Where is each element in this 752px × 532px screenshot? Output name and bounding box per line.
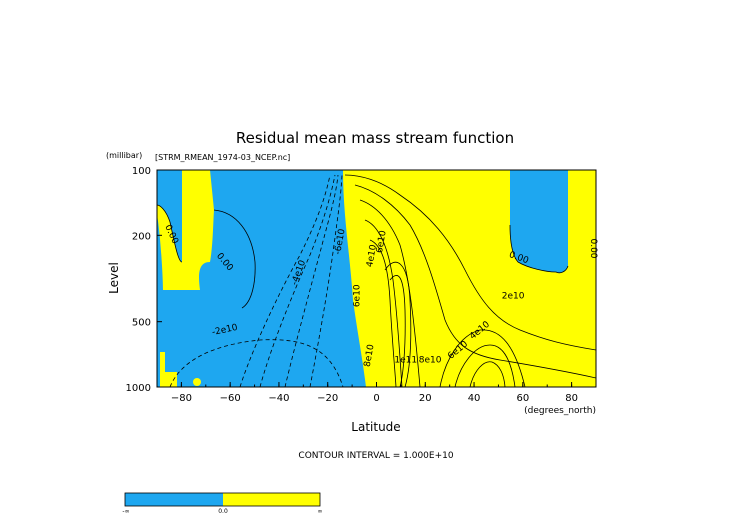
y-tick-label: 1000 [126,383,151,394]
x-tick-label: −20 [317,393,338,404]
contour-label: 8e10 [363,343,377,367]
contour-interval-label: CONTOUR INTERVAL = 1.000E+10 [298,451,453,461]
chart-title: Residual mean mass stream function [236,129,514,147]
x-tick-label: 60 [516,393,529,404]
x-units-label: (degrees_north) [524,406,596,416]
colorbar-negative [125,493,223,506]
y-tick-label: 100 [132,166,151,177]
x-axis-title: Latitude [351,420,400,434]
contour-label: 1e11 [394,355,417,365]
x-tick-label: 40 [468,393,481,404]
contour-label: 4e10 [365,244,379,268]
contour-label: 6e10 [352,284,362,307]
x-tick-label: −40 [268,393,289,404]
contour-label: -6e10 [333,228,347,256]
y-units-label: (millibar) [106,151,142,160]
x-tick-label: −60 [220,393,241,404]
positive-contours [157,174,596,387]
dataset-label: [STRM_RMEAN_1974-03_NCEP.nc] [155,153,290,162]
contour-label: 2e10 [502,291,525,301]
colorbar-positive [223,493,320,506]
plot-area [157,170,596,387]
colorbar: -∞ 0.0 ∞ [122,492,323,515]
colorbar-label-zero: 0.0 [218,508,228,515]
colorbar-frame [124,492,321,507]
y-tick-label: 500 [132,318,151,329]
surface-feature [193,378,201,386]
x-tick-label: −80 [171,393,192,404]
colorbar-label-max: ∞ [318,508,323,515]
negative-region-south [157,170,366,387]
negative-region-north [510,170,568,273]
contour-label: 8e10 [419,355,442,365]
colorbar-label-min: -∞ [122,508,129,515]
contour-label: 6e10 [375,229,389,253]
y-tick-label: 200 [132,231,151,242]
y-axis: 100 200 500 1000 [126,166,162,394]
x-tick-label: 20 [419,393,432,404]
x-axis: −80 −60 −40 −20 0 20 40 60 80 [156,382,597,404]
y-axis-title: Level [107,262,121,294]
x-tick-label: 80 [565,393,578,404]
contour-label: 0.00 [588,238,598,258]
x-tick-label: 0 [373,393,379,404]
negative-contours [169,174,344,387]
